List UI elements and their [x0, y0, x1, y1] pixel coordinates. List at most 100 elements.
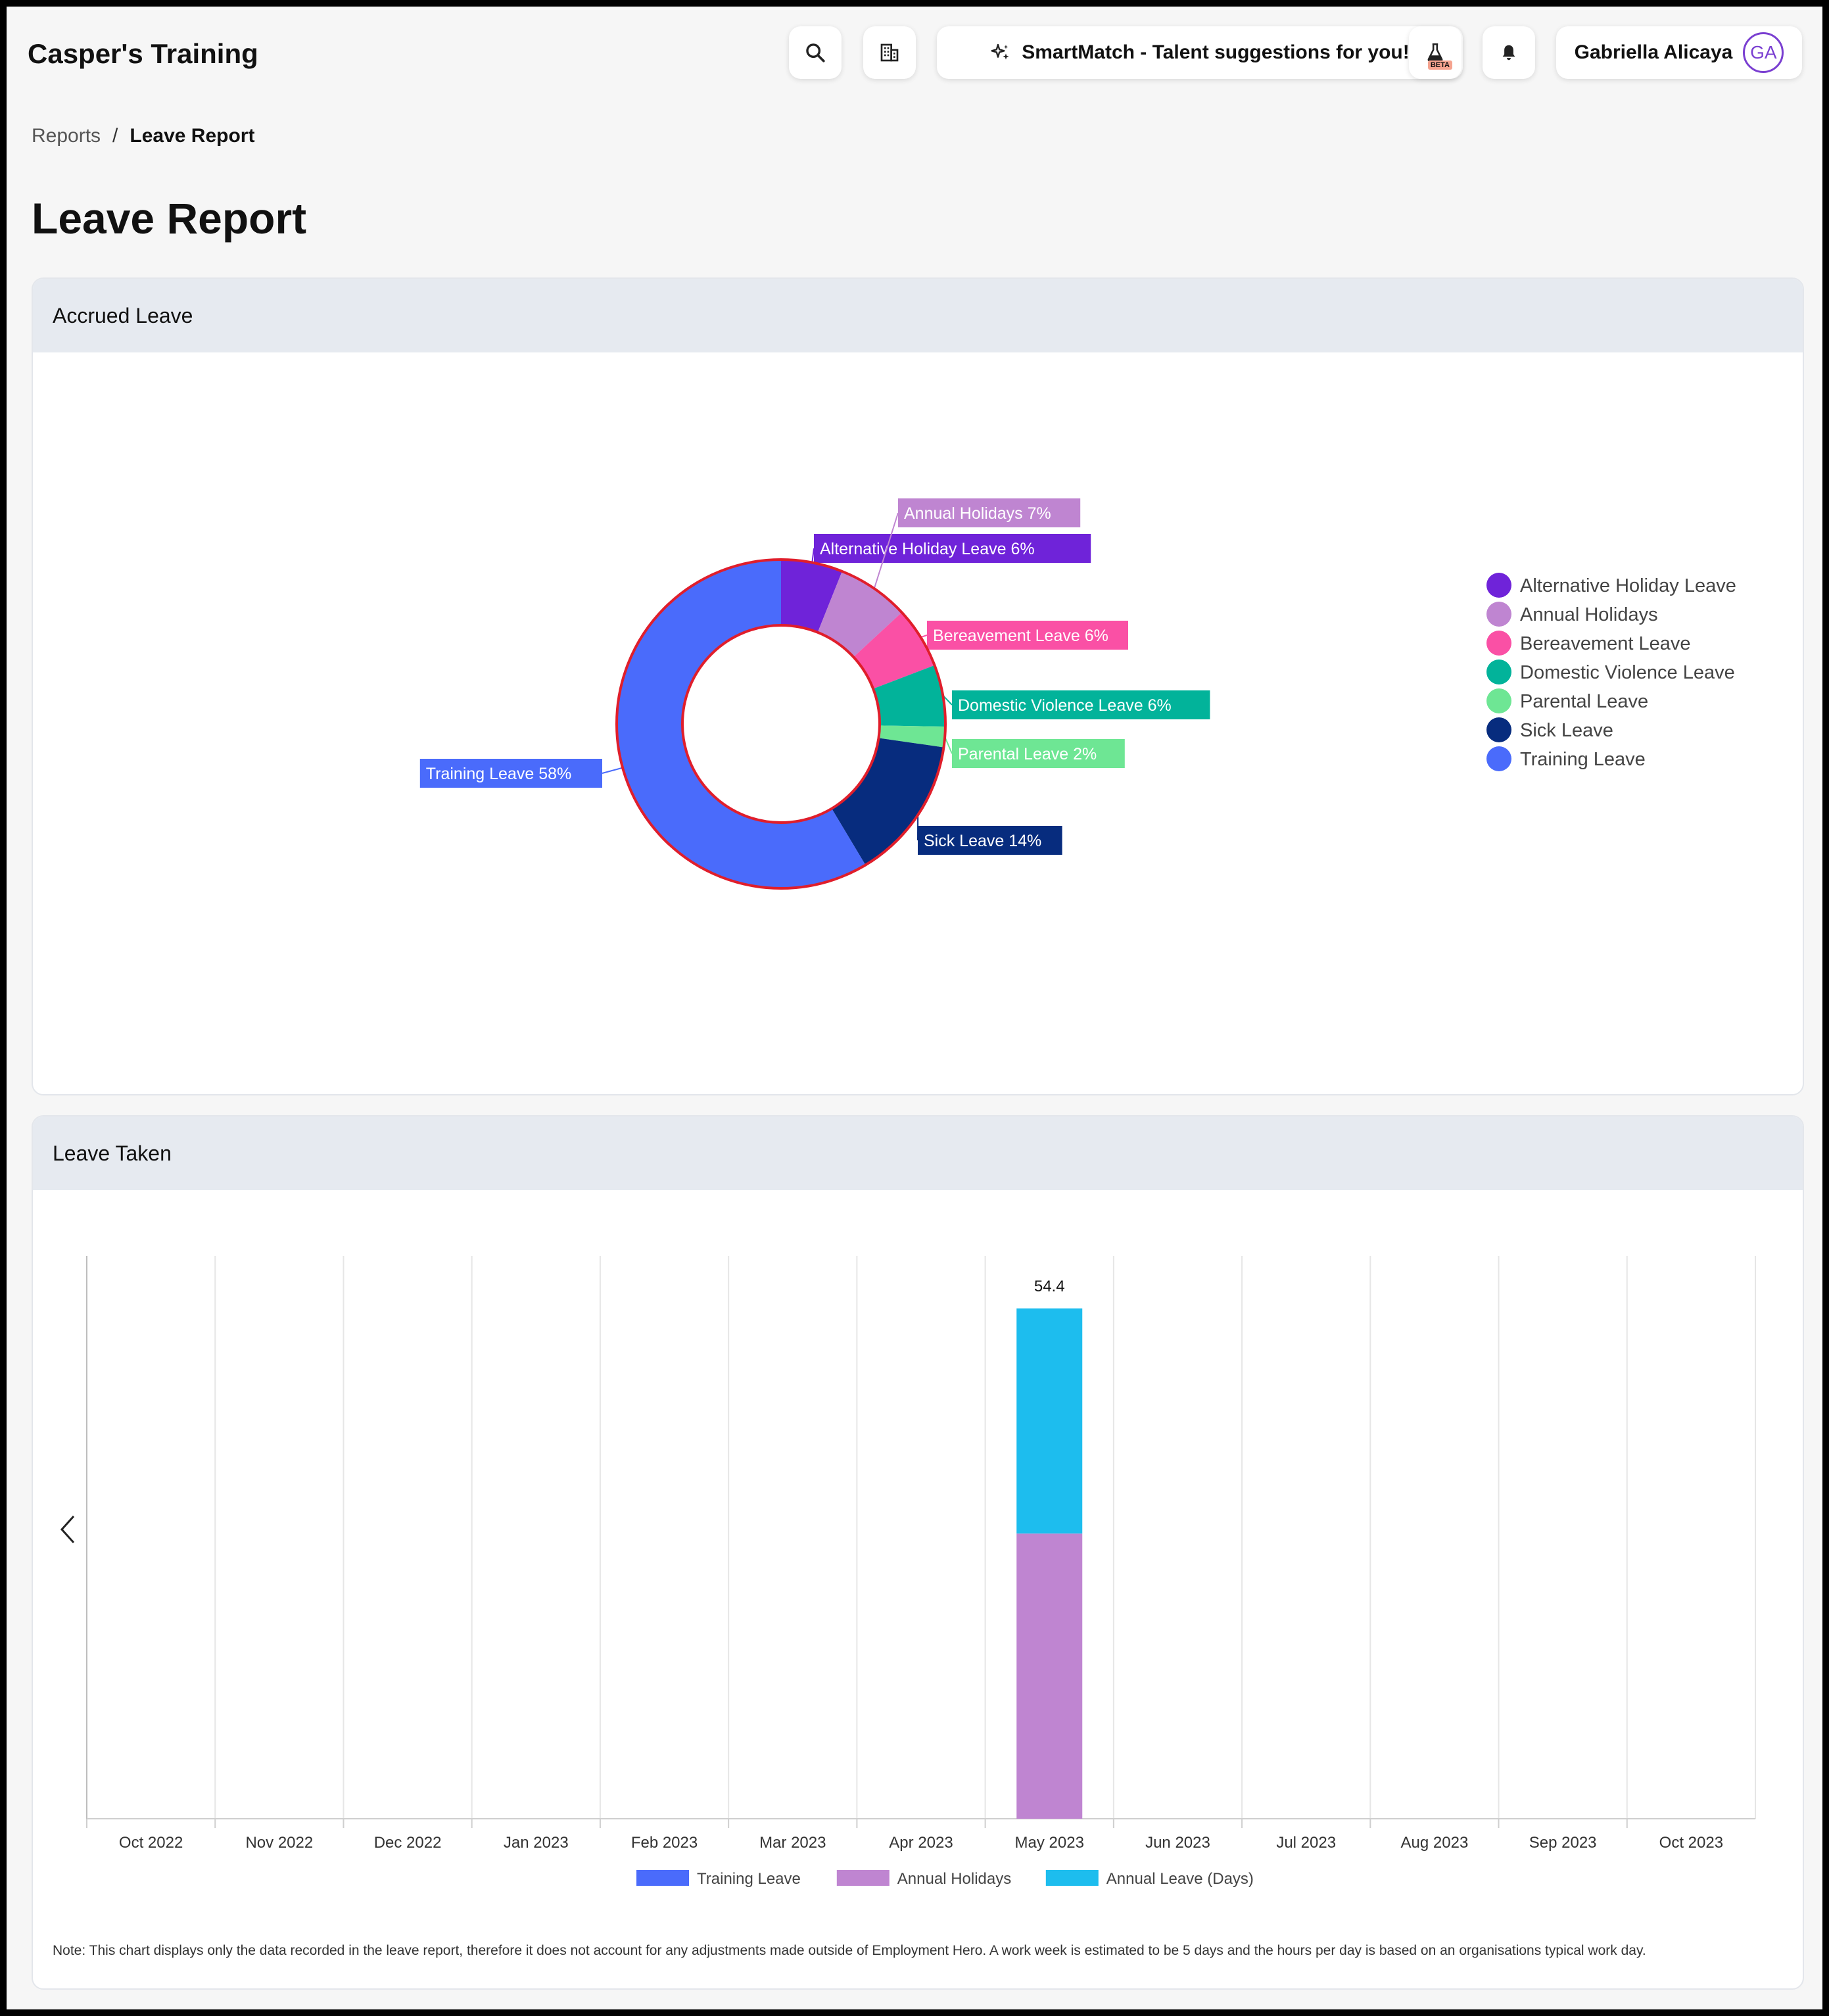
legend-item-sick-leave[interactable]: Sick Leave: [1486, 717, 1613, 742]
legend-swatch: [636, 1870, 689, 1886]
donut-data-label: Alternative Holiday Leave 6%: [820, 540, 1035, 558]
donut-label-connector: [944, 736, 953, 754]
sparkle-icon: [991, 43, 1009, 60]
legend-label: Bereavement Leave: [1520, 633, 1691, 654]
legend-label: Alternative Holiday Leave: [1520, 575, 1736, 596]
x-tick-label: Oct 2023: [1659, 1834, 1723, 1852]
user-name: Gabriella Alicaya: [1574, 41, 1733, 63]
donut-label-box: [419, 759, 602, 788]
donut-label-connector: [873, 512, 899, 589]
beta-badge: BETA: [1427, 60, 1452, 70]
x-tick-label: Dec 2022: [374, 1834, 442, 1852]
donut-slice-alternative-holiday-leave[interactable]: [781, 560, 842, 633]
labs-button[interactable]: BETA: [1409, 26, 1461, 79]
donut-data-label: Parental Leave 2%: [958, 745, 1097, 763]
breadcrumb: Reports / Leave Report: [32, 125, 254, 147]
donut-label-connector: [602, 767, 623, 774]
legend-swatch: [1486, 631, 1511, 656]
legend-item-domestic-violence-leave[interactable]: Domestic Violence Leave: [1486, 660, 1735, 684]
x-tick-label: Sep 2023: [1529, 1834, 1597, 1852]
user-menu-button[interactable]: Gabriella Alicaya GA: [1556, 26, 1802, 79]
donut-label-connector: [811, 548, 815, 563]
x-tick-label: May 2023: [1015, 1834, 1084, 1852]
legend-swatch: [836, 1870, 890, 1886]
leave-taken-title: Leave Taken: [33, 1116, 1803, 1190]
legend-item-annual-leave-days[interactable]: Annual Leave (Days): [1045, 1870, 1254, 1888]
accrued-leave-title: Accrued Leave: [33, 279, 1803, 352]
search-button[interactable]: [789, 26, 842, 79]
x-tick-label: Jun 2023: [1145, 1834, 1210, 1852]
legend-swatch: [1486, 717, 1511, 742]
legend-label: Annual Holidays: [1520, 604, 1658, 625]
x-tick-label: Aug 2023: [1401, 1834, 1469, 1852]
breadcrumb-reports-link[interactable]: Reports: [32, 125, 101, 147]
breadcrumb-separator: /: [112, 125, 118, 147]
smartmatch-button[interactable]: SmartMatch - Talent suggestions for you!: [937, 26, 1463, 79]
x-tick-label: Apr 2023: [889, 1834, 953, 1852]
building-icon: [880, 43, 899, 62]
accrued-leave-card: Accrued Leave Alternative Holiday Leave …: [32, 277, 1804, 1095]
bar-annual-leave-days-may-2023[interactable]: [1016, 1308, 1083, 1534]
legend-swatch: [1045, 1870, 1099, 1886]
x-tick-label: Mar 2023: [759, 1834, 826, 1852]
donut-slice-annual-holidays[interactable]: [817, 571, 902, 658]
donut-label-box: [952, 690, 1210, 719]
bell-icon: [1502, 45, 1515, 60]
legend-swatch: [1486, 746, 1511, 771]
donut-label-box: [927, 621, 1128, 650]
legend-label: Training Leave: [697, 1870, 801, 1888]
legend-item-bereavement-leave[interactable]: Bereavement Leave: [1486, 631, 1691, 656]
legend-label: Sick Leave: [1520, 720, 1613, 741]
legend-item-training-leave[interactable]: Training Leave: [1486, 746, 1646, 771]
legend-label: Training Leave: [1520, 749, 1646, 770]
x-tick-label: Oct 2022: [119, 1834, 183, 1852]
donut-slice-bereavement-leave[interactable]: [853, 612, 935, 689]
legend-item-annual-holidays[interactable]: Annual Holidays: [1486, 602, 1658, 627]
app-title: Casper's Training: [28, 38, 258, 69]
avatar: GA: [1743, 32, 1784, 73]
donut-slice-training-leave[interactable]: [617, 560, 866, 888]
app-frame: Casper's Training SmartMatch - Talent su…: [7, 7, 1822, 2009]
chevron-left-icon[interactable]: [60, 1515, 75, 1544]
donut-label-box: [918, 826, 1062, 855]
page-title: Leave Report: [32, 194, 307, 243]
x-tick-label: Nov 2022: [245, 1834, 313, 1852]
donut-label-box: [814, 534, 1091, 563]
smartmatch-label: SmartMatch - Talent suggestions for you!: [1022, 41, 1410, 63]
donut-hover-outline-outer: [615, 558, 947, 890]
bar-total-label: 54.4: [1034, 1278, 1065, 1295]
donut-slice-sick-leave[interactable]: [832, 738, 944, 865]
x-tick-label: Jul 2023: [1276, 1834, 1336, 1852]
donut-slice-parental-leave[interactable]: [878, 725, 945, 748]
organisation-button[interactable]: [863, 26, 916, 79]
donut-data-label: Domestic Violence Leave 6%: [958, 696, 1172, 715]
donut-label-box: [952, 739, 1125, 768]
legend-swatch: [1486, 660, 1511, 684]
leave-taken-card: Leave Taken Oct 2022 Nov 2022 Dec 2022 Jan …: [32, 1115, 1804, 1990]
chart-note: Note: This chart displays only the data …: [53, 1943, 1646, 1958]
donut-data-label: Bereavement Leave 6%: [933, 627, 1108, 645]
donut-data-label: Sick Leave 14%: [924, 832, 1041, 850]
flask-icon: [1427, 43, 1443, 62]
legend-label: Annual Holidays: [897, 1870, 1011, 1888]
x-tick-label: Jan 2023: [504, 1834, 569, 1852]
donut-label-box: [898, 498, 1081, 527]
notifications-button[interactable]: [1483, 26, 1535, 79]
legend-item-parental-leave[interactable]: Parental Leave: [1486, 688, 1648, 713]
legend-label: Parental Leave: [1520, 691, 1648, 712]
search-icon: [806, 43, 825, 62]
legend-item-alternative-holiday-leave[interactable]: Alternative Holiday Leave: [1486, 573, 1736, 598]
legend-swatch: [1486, 688, 1511, 713]
legend-swatch: [1486, 573, 1511, 598]
donut-data-label: Training Leave 58%: [426, 765, 571, 783]
bar-annual-holidays-may-2023[interactable]: [1016, 1533, 1083, 1819]
accrued-leave-donut-chart: Alternative Holiday Leave 6% Annual Holid…: [419, 498, 1736, 890]
donut-data-label: Annual Holidays 7%: [904, 504, 1051, 523]
donut-slice-domestic-violence-leave[interactable]: [873, 665, 945, 727]
legend-item-annual-holidays[interactable]: Annual Holidays: [836, 1870, 1011, 1888]
donut-hover-outline-inner: [681, 624, 881, 824]
legend-item-training-leave[interactable]: Training Leave: [636, 1870, 801, 1888]
legend-swatch: [1486, 602, 1511, 627]
breadcrumb-current: Leave Report: [130, 125, 255, 147]
leave-taken-bar-chart: Oct 2022 Nov 2022 Dec 2022 Jan 2023 Feb 2023…: [60, 1256, 1756, 1888]
